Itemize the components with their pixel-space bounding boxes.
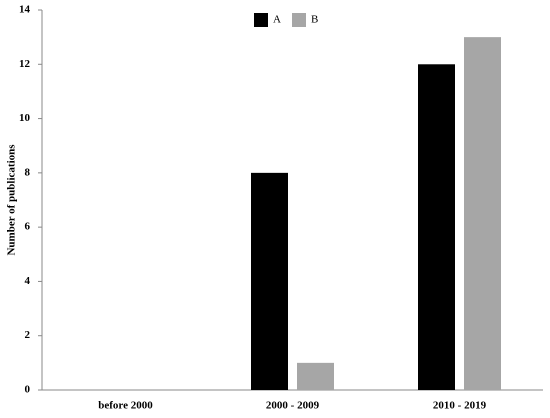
y-tick-label: 12 bbox=[19, 58, 31, 70]
legend-label: A bbox=[273, 14, 281, 26]
legend-label: B bbox=[311, 14, 318, 26]
y-tick-label: 10 bbox=[19, 112, 31, 124]
y-tick-label: 8 bbox=[25, 166, 31, 178]
x-tick-label: 2000 - 2009 bbox=[266, 400, 320, 412]
y-tick-label: 2 bbox=[25, 329, 31, 341]
bar bbox=[297, 362, 334, 390]
legend-swatch bbox=[292, 13, 306, 27]
bar bbox=[418, 64, 455, 391]
y-axis-label: Number of publications bbox=[6, 144, 18, 256]
bar bbox=[251, 172, 288, 390]
y-tick-label: 6 bbox=[25, 221, 31, 233]
x-tick-label: before 2000 bbox=[98, 400, 153, 412]
y-tick-label: 4 bbox=[25, 275, 31, 287]
y-tick-label: 14 bbox=[19, 4, 31, 16]
x-tick-label: 2010 - 2019 bbox=[433, 400, 487, 412]
y-tick-label: 0 bbox=[25, 384, 31, 396]
legend-swatch bbox=[254, 13, 268, 27]
bar bbox=[464, 37, 501, 391]
